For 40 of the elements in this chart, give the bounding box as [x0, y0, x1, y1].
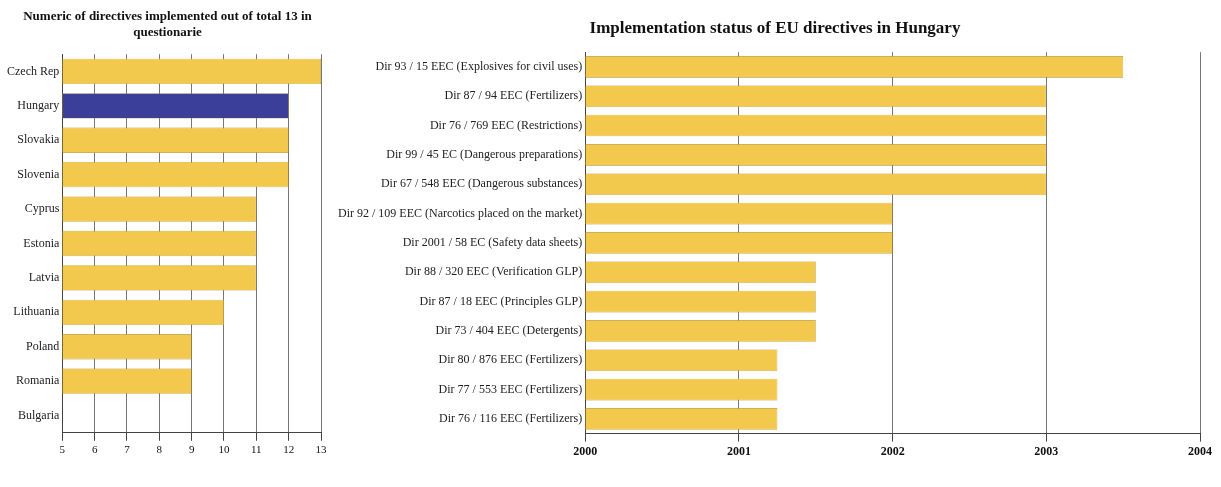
y-tick-label: Lithuania: [13, 304, 60, 319]
y-tick-label: Dir 67 / 548 EEC (Dangerous substances): [380, 176, 583, 191]
x-tick-label: 2004: [1188, 443, 1212, 458]
x-tick-label: 2001: [726, 443, 751, 458]
y-tick-label: Slovenia: [17, 166, 60, 181]
y-tick-label: Dir 76 / 116 EEC (Fertilizers): [439, 411, 583, 426]
x-tick-label: 2000: [573, 443, 598, 458]
y-tick-label: Bulgaria: [17, 407, 60, 422]
x-tick-label: 8: [156, 443, 163, 456]
y-tick-label: Dir 2001 / 58 EC (Safety data sheets): [402, 235, 583, 250]
y-tick-label: Dir 99 / 45 EC (Dangerous preparations): [386, 147, 583, 162]
y-tick-label: Hungary: [17, 97, 60, 112]
x-tick-label: 12: [283, 443, 295, 456]
y-tick-label: Estonia: [23, 235, 60, 250]
x-tick-label: 11: [251, 443, 262, 456]
y-tick-label: Dir 73 / 404 EEC (Detergents): [435, 323, 583, 338]
y-tick-label: Poland: [25, 338, 60, 353]
x-tick-label: 5: [59, 443, 66, 456]
y-tick-label: Romania: [15, 373, 60, 388]
x-tick-label: 7: [124, 443, 131, 456]
y-tick-label: Slovakia: [17, 132, 60, 147]
y-tick-label: Czech Rep: [7, 63, 60, 78]
chart-title: Implementation status of EU directives in Hungary: [588, 18, 962, 38]
y-tick-label: Dir 76 / 769 EEC (Restrictions): [429, 117, 583, 132]
x-tick-label: 2002: [880, 443, 905, 458]
x-tick-label: 10: [218, 443, 230, 456]
x-tick-label: 2003: [1034, 443, 1059, 458]
y-tick-label: Dir 92 / 109 EEC (Narcotics placed on the market): [337, 205, 583, 220]
y-tick-label: Latvia: [28, 270, 60, 285]
y-tick-label: Dir 80 / 876 EEC (Fertilizers): [438, 352, 583, 367]
y-tick-label: Dir 77 / 553 EEC (Fertilizers): [438, 381, 583, 396]
y-tick-label: Dir 93 / 15 EEC (Explosives for civil uses): [375, 59, 583, 74]
y-tick-label: Dir 87 / 18 EEC (Principles GLP): [419, 293, 583, 308]
x-tick-label: 9: [188, 443, 195, 456]
x-tick-label: 6: [91, 443, 98, 456]
x-tick-label: 13: [315, 443, 327, 456]
chart-title: Numeric of directives implemented out of total 13 in questionarie: [22, 8, 313, 40]
y-tick-label: Dir 88 / 320 EEC (Verification GLP): [404, 264, 583, 279]
y-tick-label: Dir 87 / 94 EEC (Fertilizers): [444, 88, 583, 103]
y-tick-label: Cyprus: [24, 201, 60, 216]
